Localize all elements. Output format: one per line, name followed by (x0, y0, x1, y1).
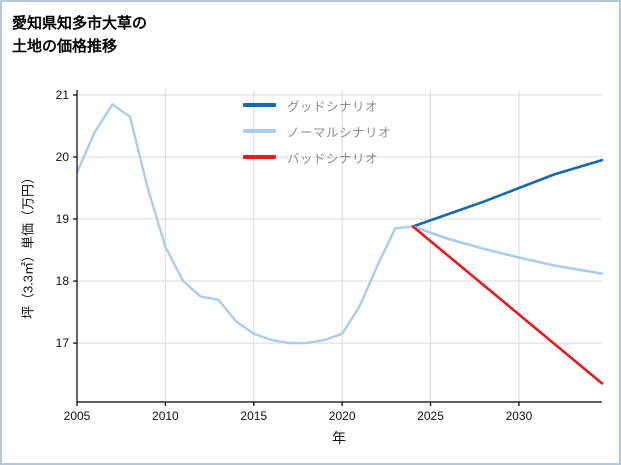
y-tick-label: 17 (56, 336, 70, 350)
series-line-history (75, 103, 415, 345)
legend-item-bad-scenario: バッドシナリオ (243, 144, 391, 170)
y-tick-label: 20 (56, 150, 70, 164)
legend-item-normal-scenario: ノーマルシナリオ (243, 118, 391, 144)
legend-label-bad: バッドシナリオ (287, 151, 379, 166)
y-tick-label: 19 (56, 212, 70, 226)
x-tick-label: 2030 (506, 409, 533, 423)
x-tick-label: 2025 (417, 409, 444, 423)
y-axis-label: 坪（3.3㎡）単価（万円） (20, 170, 36, 320)
y-tick-label: 21 (56, 88, 70, 102)
legend: グッドシナリオ ノーマルシナリオ バッドシナリオ (243, 92, 391, 170)
chart-title-line-2: 土地の価格推移 (12, 38, 118, 56)
x-tick-label: 2020 (329, 409, 356, 423)
legend-swatch-bad (243, 155, 276, 159)
x-tick-label: 2010 (152, 409, 179, 423)
legend-label-good: グッドシナリオ (287, 99, 379, 114)
legend-swatch-good (243, 103, 276, 107)
series-line-good-scenario (411, 158, 604, 228)
legend-swatch-normal (243, 129, 276, 133)
x-tick-label: 2005 (64, 409, 91, 423)
series-line-normal-scenario (411, 225, 604, 275)
legend-label-normal: ノーマルシナリオ (287, 125, 392, 140)
x-axis-label: 年 (332, 430, 346, 446)
y-tick-label: 18 (56, 274, 70, 288)
series-line-bad-scenario (411, 225, 604, 385)
x-tick-label: 2015 (240, 409, 267, 423)
chart-title-line-1: 愛知県知多市大草の (12, 15, 148, 32)
chart-title: 愛知県知多市大草の 土地の価格推移 (12, 12, 147, 59)
legend-item-good-scenario: グッドシナリオ (243, 92, 391, 118)
